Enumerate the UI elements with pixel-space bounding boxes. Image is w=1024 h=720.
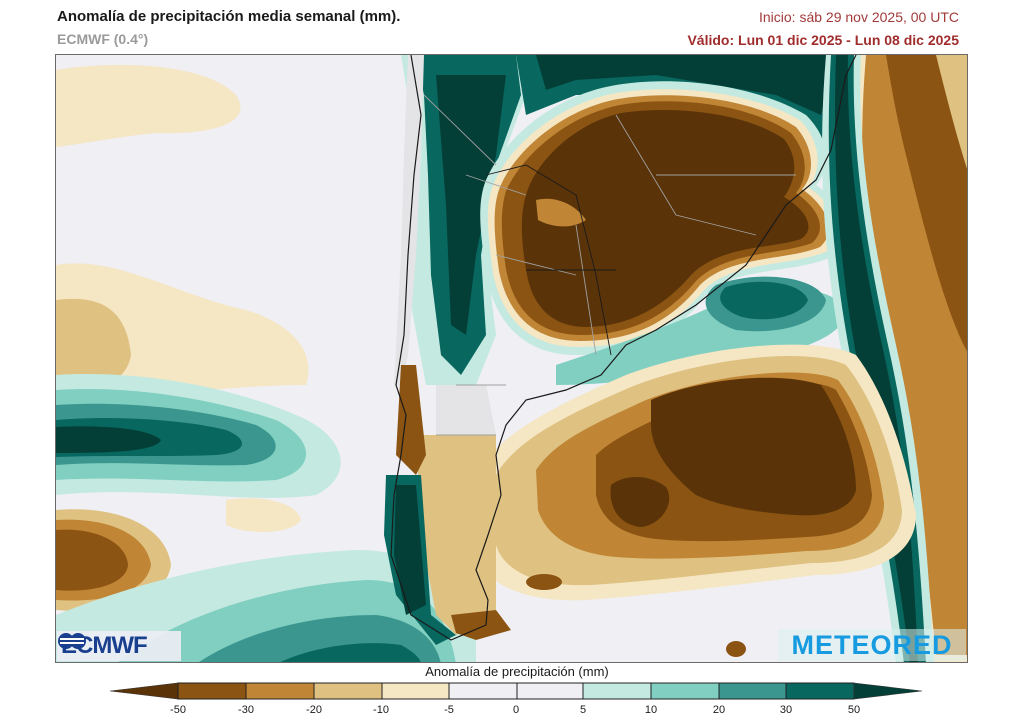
legend-tick: 10: [644, 704, 658, 716]
legend-tick: -30: [238, 704, 254, 716]
legend-tick: 50: [847, 704, 861, 716]
meteored-logo-text: METEORED: [791, 629, 953, 660]
legend-tick: 20: [712, 704, 726, 716]
legend-tick: -20: [306, 704, 322, 716]
map-canvas: [56, 55, 967, 662]
chart-title: Anomalía de precipitación media semanal …: [57, 8, 401, 25]
legend-tick: -50: [170, 704, 186, 716]
init-time: Inicio: sáb 29 nov 2025, 00 UTC: [758, 9, 959, 25]
legend-tick: 5: [579, 704, 587, 716]
precipitation-anomaly-map: ECMWF METEORED: [55, 54, 968, 663]
model-label: ECMWF (0.4°): [57, 31, 149, 47]
colorbar-legend: [109, 682, 923, 700]
legend-tick: -10: [373, 704, 389, 716]
ecmwf-emblem-icon: [58, 633, 86, 649]
legend-tick: -5: [444, 704, 454, 716]
valid-period: Válido: Lun 01 dic 2025 - Lun 08 dic 202…: [687, 32, 959, 48]
legend-tick: 30: [779, 704, 793, 716]
ecmwf-logo: ECMWF: [57, 631, 181, 661]
legend-title: Anomalía de precipitación (mm): [425, 664, 609, 679]
legend-tick: 0: [512, 704, 520, 716]
meteored-logo: METEORED: [778, 629, 966, 661]
